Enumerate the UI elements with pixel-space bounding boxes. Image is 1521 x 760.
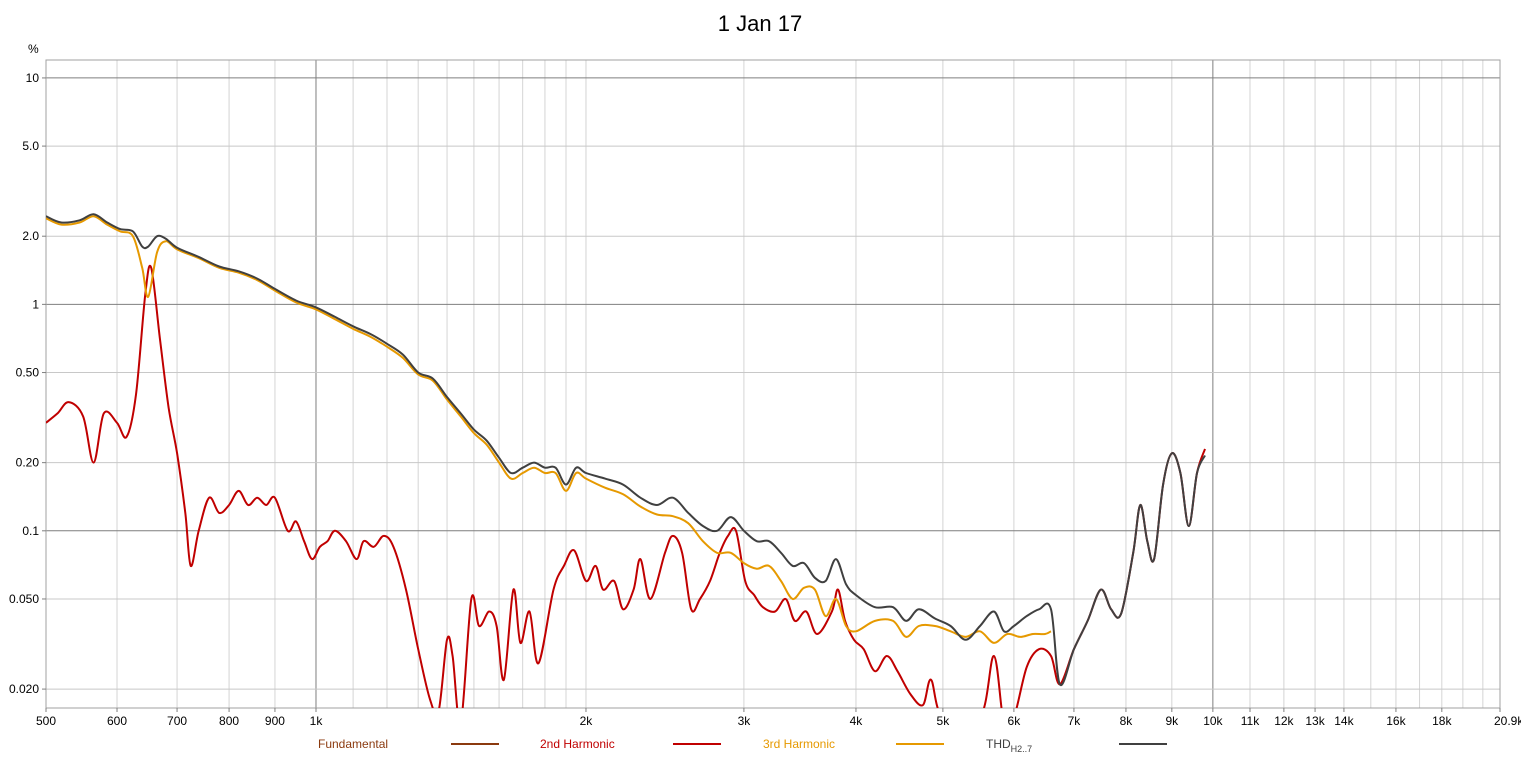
- y-tick-label: 0.1: [22, 524, 39, 538]
- legend: Fundamental 2nd Harmonic 3rd Harmonic THDH2…: [318, 737, 1167, 754]
- x-tick-label: 13k: [1305, 714, 1325, 728]
- legend-label: Fundamental: [318, 737, 388, 751]
- y-tick-label: 0.050: [9, 592, 39, 606]
- y-axis-unit-label: %: [28, 42, 39, 56]
- plot-frame: [45, 59, 1501, 709]
- y-tick-label: 10: [26, 71, 40, 85]
- y-tick-label: 2.0: [22, 229, 39, 243]
- x-tick-label: 11k: [1241, 714, 1260, 728]
- x-tick-label: 800: [219, 714, 239, 728]
- x-tick-label: 7k: [1068, 714, 1082, 728]
- x-tick-label: 6k: [1008, 714, 1022, 728]
- y-tick-label: 1: [32, 297, 39, 311]
- chart-title: 1 Jan 17: [718, 11, 802, 36]
- x-tick-label: 4k: [850, 714, 864, 728]
- legend-label: THDH2..7: [986, 737, 1032, 754]
- x-tick-label: 1k: [310, 714, 324, 728]
- x-axis-ticks: 500 600 700 800 900 1k 2k 3k 4k 5k 6k 7k 8k 9k 10k 11k 1…: [36, 708, 1521, 728]
- x-tick-label: 3k: [738, 714, 752, 728]
- x-tick-label: 2k: [580, 714, 594, 728]
- series-line-3rd-harmonic: [46, 215, 1052, 644]
- x-tick-label: 20.9kHz: [1494, 714, 1521, 728]
- x-tick-label: 500: [36, 714, 56, 728]
- x-tick-label: 18k: [1432, 714, 1452, 728]
- x-tick-label: 5k: [937, 714, 951, 728]
- legend-label: 2nd Harmonic: [540, 737, 615, 751]
- legend-label-subscript: H2..7: [1011, 744, 1033, 754]
- grid-lines: [45, 60, 1501, 708]
- series-line-thd: [46, 213, 1206, 687]
- y-axis-ticks: 10 5.0 2.0 1 0.50 0.20 0.1 0.050 0.020: [9, 71, 46, 696]
- x-tick-label: 16k: [1386, 714, 1406, 728]
- x-tick-label: 600: [107, 714, 127, 728]
- x-tick-label: 900: [265, 714, 285, 728]
- y-tick-label: 0.50: [16, 366, 40, 380]
- x-tick-label: 9k: [1165, 714, 1179, 728]
- legend-label: 3rd Harmonic: [763, 737, 835, 751]
- series-lines: [46, 213, 1206, 708]
- x-tick-label: 700: [167, 714, 187, 728]
- x-tick-label: 14k: [1334, 714, 1354, 728]
- x-tick-label: 12k: [1274, 714, 1294, 728]
- y-tick-label: 0.20: [16, 456, 40, 470]
- y-tick-label: 5.0: [22, 139, 39, 153]
- series-line-2nd-harmonic: [46, 264, 1206, 708]
- x-tick-label: 10k: [1203, 714, 1223, 728]
- x-tick-label: 8k: [1120, 714, 1134, 728]
- y-tick-label: 0.020: [9, 682, 39, 696]
